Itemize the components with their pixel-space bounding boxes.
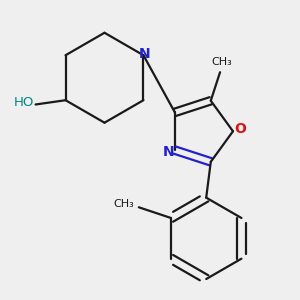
Text: O: O (235, 122, 246, 136)
Text: N: N (163, 145, 174, 159)
Text: CH₃: CH₃ (114, 199, 135, 209)
Text: N: N (139, 47, 150, 61)
Text: HO: HO (14, 96, 34, 109)
Text: CH₃: CH₃ (212, 57, 232, 67)
